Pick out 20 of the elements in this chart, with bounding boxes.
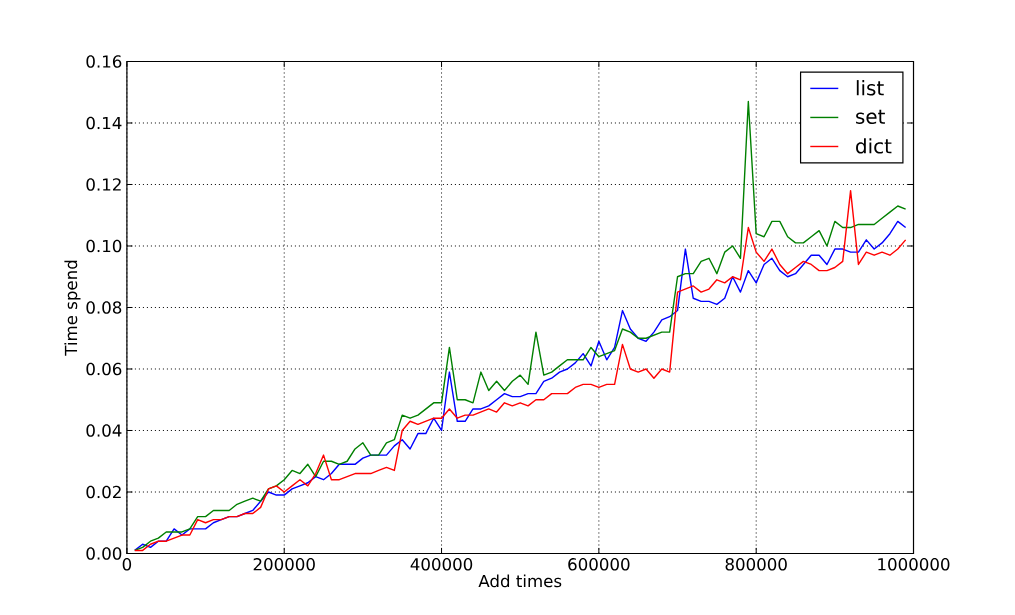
- legend-label: set: [856, 109, 885, 124]
- x-axis-title: Add times: [478, 574, 562, 588]
- y-tick-label: 0.06: [86, 362, 122, 376]
- y-axis-title: Time spend: [64, 260, 81, 356]
- y-tick-label: 0.02: [86, 485, 121, 499]
- y-tick-label: 0.16: [86, 55, 122, 68]
- y-tick-label: 0.10: [86, 239, 122, 253]
- x-tick-label: 800000: [725, 558, 787, 571]
- legend-label: dict: [856, 138, 892, 154]
- x-tick-label: 200000: [253, 558, 315, 571]
- legend-label: list: [856, 80, 884, 96]
- y-tick-label: 0.04: [86, 424, 122, 437]
- x-tick-label: 1000000: [878, 558, 950, 571]
- x-tick-label: 600000: [568, 558, 630, 571]
- x-tick-label: 0: [122, 558, 132, 571]
- y-tick-label: 0.14: [86, 116, 122, 130]
- y-tick-label: 0.12: [86, 178, 121, 191]
- y-tick-label: 0.00: [86, 547, 122, 560]
- y-tick-label: 0.08: [86, 301, 122, 314]
- x-tick-label: 400000: [410, 558, 473, 571]
